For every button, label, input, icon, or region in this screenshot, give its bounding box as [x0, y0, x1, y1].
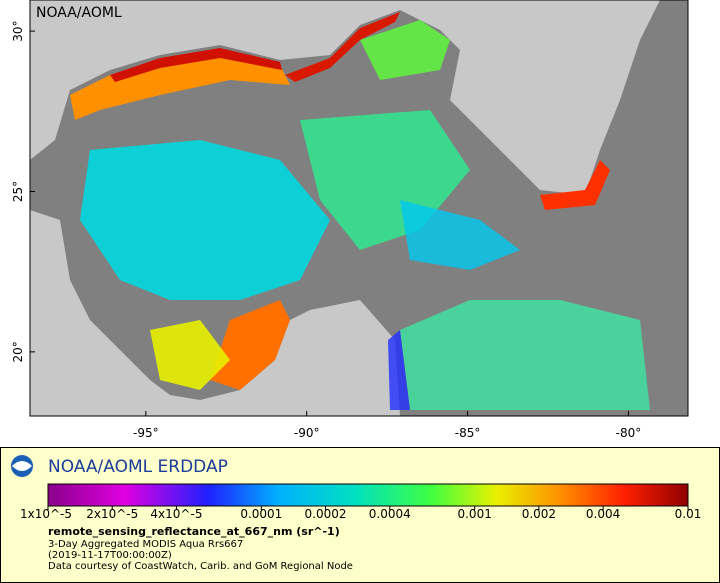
noaa-logo-bird [12, 461, 32, 471]
variable-name: remote_sensing_reflectance_at_667_nm (sr… [48, 525, 340, 538]
colorbar-tick-label: 0.0002 [305, 507, 347, 521]
water-orange [210, 300, 290, 390]
water-green [360, 20, 450, 80]
legend-title: NOAA/AOML ERDDAP [48, 457, 228, 477]
water-cyan [80, 140, 330, 300]
colorbar-tick-label: 0.001 [457, 507, 491, 521]
lat-tick-label: 25° [11, 181, 25, 202]
colorbar-tick-label: 0.002 [522, 507, 556, 521]
cuba [480, 255, 688, 300]
colorbar-tick-label: 2x10^-5 [86, 507, 138, 521]
legend-line: Data courtesy of CoastWatch, Carib. and … [48, 561, 353, 572]
colorbar [47, 483, 689, 507]
legend-line: 3-Day Aggregated MODIS Aqua Rrs667 [48, 539, 243, 550]
colorbar-tick-label: 1x10^-5 [20, 507, 72, 521]
map-frame [29, 0, 689, 417]
colorbar-tick-label: 4x10^-5 [150, 507, 202, 521]
axis-ticks: 30° 25° 20° -95° -90° -85° -80° [11, 20, 641, 440]
colorbar-tick-label: 0.0001 [240, 507, 282, 521]
legend-panel [0, 447, 720, 583]
colorbar-ticks: 1x10^-5 2x10^-5 4x10^-5 0.0001 0.0002 0.0004 0… [20, 506, 701, 521]
water-red [540, 160, 610, 210]
lon-tick-label: -80° [616, 426, 642, 440]
lon-tick-label: -95° [133, 426, 159, 440]
water-green [400, 300, 650, 410]
colorbar-tick-label: 0.0004 [369, 507, 411, 521]
lat-tick-label: 20° [11, 341, 25, 362]
water-blue [388, 330, 410, 410]
water-cyan [400, 200, 520, 270]
legend-line: (2019-11-17T00:00:00Z) [48, 550, 172, 561]
lon-tick-label: -90° [294, 426, 320, 440]
water-yellow [150, 320, 230, 390]
water-red [285, 12, 400, 82]
map: NOAA/AOML [30, 0, 688, 416]
water-orange [70, 50, 290, 120]
lon-tick-label: -85° [455, 426, 481, 440]
map-label: NOAA/AOML [36, 5, 122, 21]
colorbar-tick-label: 0.004 [586, 507, 620, 521]
lat-tick-label: 30° [11, 20, 25, 41]
water-red [110, 48, 282, 82]
colorbar-tick-label: 0.01 [675, 507, 702, 521]
